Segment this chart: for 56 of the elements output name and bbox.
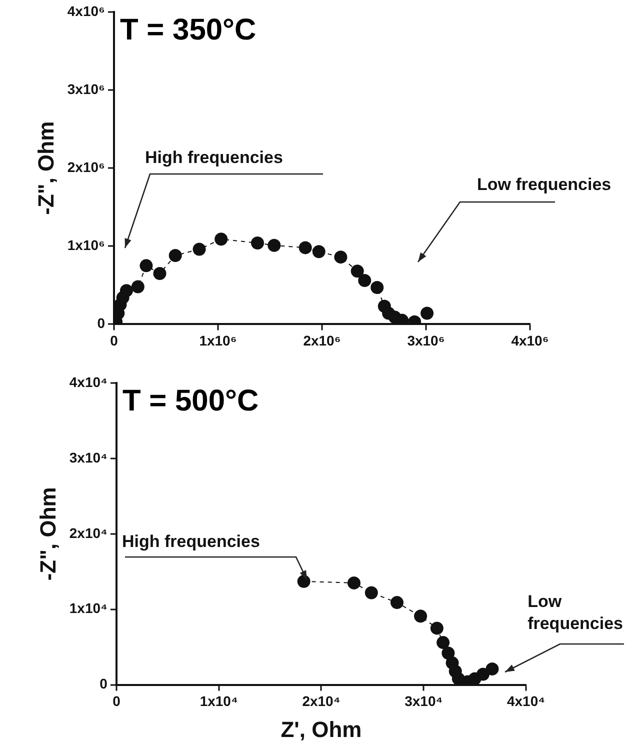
point — [414, 610, 428, 623]
x-tick-label: 1x10⁶ — [199, 332, 237, 348]
y-tick-label: 2x10⁶ — [67, 158, 105, 175]
x-tick-label: 3x10⁶ — [407, 332, 445, 348]
x-tick-label: 0 — [110, 332, 118, 348]
y-axis-title: -Z", Ohm — [33, 121, 58, 215]
x-tick-label: 4x10⁶ — [511, 332, 549, 348]
x-tick-label: 2x10⁶ — [303, 332, 341, 348]
y-tick-label: 0 — [97, 315, 106, 332]
text: Low frequencies — [528, 592, 624, 633]
annotation: Low frequencies — [477, 175, 612, 194]
x-tick-label: 4x10⁴ — [506, 693, 546, 710]
y-axis-title: -Z", Ohm — [35, 487, 60, 581]
point — [120, 284, 133, 298]
x-tick-label: 3x10⁴ — [404, 693, 443, 710]
point — [436, 636, 450, 650]
point — [370, 281, 384, 294]
point — [312, 245, 326, 258]
point — [486, 662, 499, 676]
point — [347, 576, 360, 590]
annotation: High frequencies — [145, 148, 283, 167]
y-tick-label: 4x10⁶ — [67, 2, 105, 19]
point — [131, 280, 144, 294]
y-tick-label: 3x10⁴ — [69, 449, 108, 466]
y-tick-label: 1x10⁴ — [69, 600, 108, 616]
chart-title: T = 350°C — [120, 13, 256, 46]
y-tick-label: 4x10⁴ — [69, 374, 108, 390]
point — [140, 259, 153, 272]
point — [214, 232, 228, 246]
point — [476, 668, 490, 681]
point — [364, 586, 378, 600]
point — [442, 646, 455, 660]
y-tick-label: 0 — [100, 676, 108, 692]
point — [268, 238, 281, 252]
x-axis-title: Z', Ohm — [280, 716, 362, 742]
point — [350, 264, 364, 278]
point — [251, 236, 264, 250]
y-tick-label: 3x10⁶ — [67, 80, 105, 97]
point — [420, 306, 434, 320]
x-tick-label: 0 — [112, 693, 121, 710]
point — [297, 574, 310, 588]
point — [153, 266, 166, 280]
point — [430, 622, 444, 635]
point — [168, 249, 182, 262]
point — [396, 314, 409, 324]
point — [192, 242, 206, 256]
point — [390, 596, 404, 610]
point — [334, 250, 348, 264]
y-tick-label: 2x10⁴ — [69, 524, 108, 541]
annotation: High frequencies — [122, 532, 260, 551]
y-tick-label: 1x10⁶ — [67, 237, 105, 254]
point — [358, 274, 372, 287]
point — [298, 241, 312, 254]
x-tick-label: 2x10⁴ — [302, 693, 340, 710]
chart-title: T = 500°C — [122, 384, 259, 418]
x-tick-label: 1x10⁴ — [200, 693, 238, 710]
